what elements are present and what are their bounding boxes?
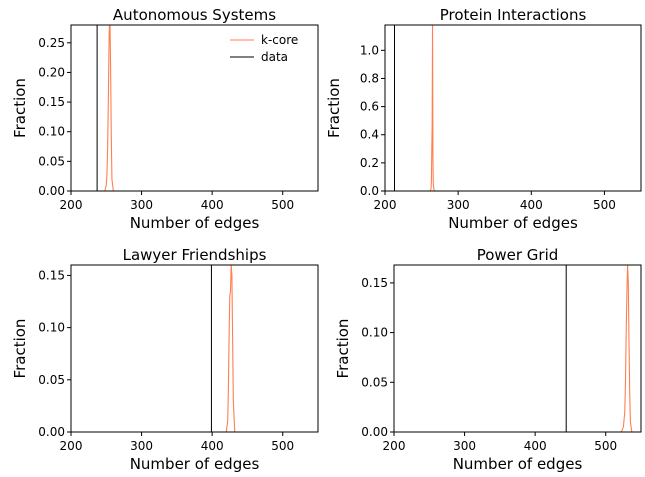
x-tick-label: 400 <box>201 439 224 453</box>
y-axis-label: Fraction <box>325 78 343 138</box>
y-axis-label: Fraction <box>11 319 29 379</box>
panel-autonomous-systems: 200 300 400 500 0.00 0.05 0.10 0.15 0.20 0.25 Auto… <box>11 6 319 232</box>
series-k-core-line <box>225 265 236 432</box>
x-tick-label: 400 <box>524 439 547 453</box>
legend: k-core data <box>230 33 298 64</box>
y-tick-label: 0.0 <box>360 184 379 198</box>
panel-power-grid: 200 300 400 500 0.00 0.05 0.10 0.15 Power Grid Nu… <box>334 246 642 473</box>
legend-label-data: data <box>261 50 288 64</box>
series-k-core-line <box>620 265 633 432</box>
x-axis-label: Number of edges <box>130 455 260 473</box>
y-tick-label: 0.20 <box>38 65 65 79</box>
chart-title: Lawyer Friendships <box>123 246 267 264</box>
panel-protein-interactions: 200 300 400 500 0.0 0.2 0.4 0.6 0.8 1.0 Protein In… <box>325 6 642 232</box>
y-tick-label: 0.00 <box>38 184 65 198</box>
x-tick-label: 400 <box>201 198 224 212</box>
chart-title: Protein Interactions <box>440 6 587 24</box>
y-tick-label: 0.00 <box>361 425 388 439</box>
x-tick-label: 200 <box>383 439 406 453</box>
y-tick-label: 0.2 <box>360 156 379 170</box>
y-tick-label: 0.4 <box>360 128 379 142</box>
x-tick-label: 500 <box>271 198 294 212</box>
panel-lawyer-friendships: 200 300 400 500 0.00 0.05 0.10 0.15 Lawyer Frien… <box>11 246 319 473</box>
y-tick-label: 0.15 <box>38 95 65 109</box>
axes-frame <box>70 24 319 192</box>
axes-frame <box>393 264 642 433</box>
x-tick-label: 500 <box>271 439 294 453</box>
x-tick-label: 500 <box>593 198 616 212</box>
y-tick-label: 0.00 <box>38 425 65 439</box>
y-tick-label: 0.15 <box>38 268 65 282</box>
chart-title: Power Grid <box>477 246 559 264</box>
y-tick-label: 0.8 <box>360 71 379 85</box>
x-axis-label: Number of edges <box>453 455 583 473</box>
y-axis-label: Fraction <box>334 319 352 379</box>
y-axis-label: Fraction <box>11 78 29 138</box>
y-tick-label: 0.05 <box>38 373 65 387</box>
y-tick-label: 0.10 <box>38 125 65 139</box>
y-tick-label: 0.05 <box>361 375 388 389</box>
x-tick-label: 300 <box>447 198 470 212</box>
y-tick-label: 0.6 <box>360 100 379 114</box>
x-tick-label: 500 <box>594 439 617 453</box>
y-tick-label: 0.10 <box>38 321 65 335</box>
y-tick-label: 0.25 <box>38 36 65 50</box>
y-tick-label: 0.15 <box>361 276 388 290</box>
x-tick-label: 300 <box>453 439 476 453</box>
x-tick-label: 200 <box>374 198 397 212</box>
axes-frame <box>70 264 319 433</box>
x-tick-label: 300 <box>130 198 153 212</box>
x-tick-label: 200 <box>60 198 83 212</box>
x-tick-label: 200 <box>60 439 83 453</box>
y-tick-label: 1.0 <box>360 43 379 57</box>
legend-label-k-core: k-core <box>261 33 298 47</box>
x-axis-label: Number of edges <box>130 214 260 232</box>
y-tick-label: 0.10 <box>361 326 388 340</box>
x-axis-label: Number of edges <box>448 214 578 232</box>
axes-frame <box>384 24 642 192</box>
series-k-core-line <box>429 25 436 191</box>
chart-title: Autonomous Systems <box>113 6 276 24</box>
y-tick-label: 0.05 <box>38 154 65 168</box>
x-tick-label: 300 <box>130 439 153 453</box>
series-k-core-line <box>102 25 114 191</box>
x-tick-label: 400 <box>520 198 543 212</box>
